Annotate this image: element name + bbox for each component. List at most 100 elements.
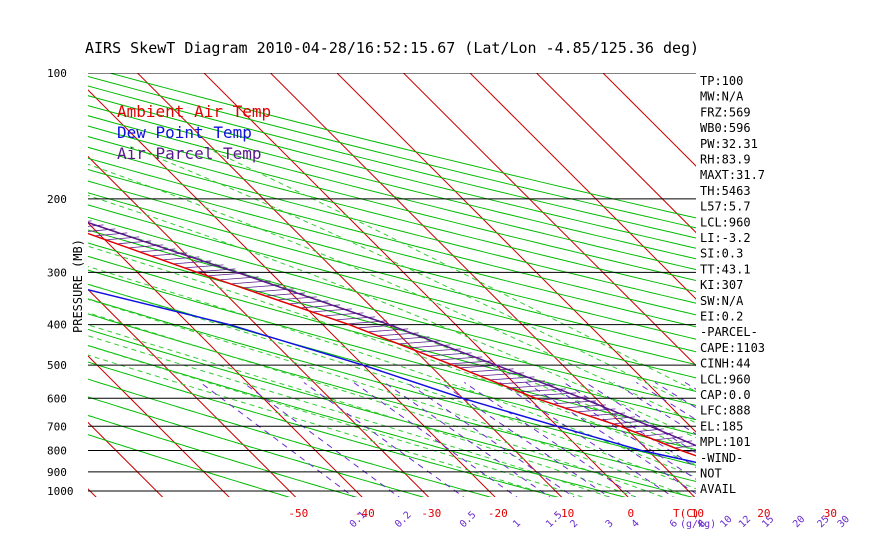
isotherm-line xyxy=(336,73,696,433)
y-tick-label: 500 xyxy=(47,359,67,372)
isotherm-line xyxy=(88,355,230,497)
isotherm-line xyxy=(88,488,97,497)
chart-title: AIRS SkewT Diagram 2010-04-28/16:52:15.6… xyxy=(85,39,699,57)
mixing-ratio-label: 40 xyxy=(868,514,870,530)
mixing-ratio-line xyxy=(303,382,465,497)
cape-hatch-line xyxy=(674,445,696,449)
isotherm-line xyxy=(535,73,696,234)
mixing-ratio-label: 0.2 xyxy=(393,510,414,531)
dry-adiabat-line xyxy=(88,298,696,466)
dry-adiabat-line xyxy=(88,125,696,282)
dry-adiabat-line xyxy=(88,216,696,379)
mixing-ratio-line xyxy=(525,382,696,495)
mixing-ratio-unit-label: (g/kg) xyxy=(680,519,716,530)
bottom-temp-tick-label: 20 xyxy=(757,507,770,520)
cape-hatch-line xyxy=(50,217,80,220)
dry-adiabat-line xyxy=(88,95,696,249)
isotherm-line xyxy=(88,421,164,497)
mixing-ratio-label: 2 xyxy=(568,518,580,530)
cape-hatch-line xyxy=(5,201,32,204)
cape-hatch-line xyxy=(27,209,56,212)
dry-adiabat-line xyxy=(88,146,696,304)
dry-adiabat-line xyxy=(88,378,492,497)
dry-adiabat-line xyxy=(88,313,696,483)
cape-hatch-line xyxy=(38,213,67,216)
isotherm-line xyxy=(402,73,696,367)
dry-adiabat-line xyxy=(88,192,696,353)
mixing-ratio-label: 20 xyxy=(791,514,807,530)
stat-item: FRZ:569 xyxy=(700,105,751,119)
mixing-ratio-line xyxy=(406,382,575,497)
y-tick-label: 700 xyxy=(47,420,67,433)
stat-item: LFC:888 xyxy=(700,404,751,418)
y-tick-label: 800 xyxy=(47,444,67,457)
dry-adiabat-line xyxy=(88,328,694,497)
dry-adiabat-line xyxy=(88,204,696,366)
dry-adiabat-line xyxy=(88,269,696,436)
dew-point-line xyxy=(88,288,696,464)
mixing-ratio-line xyxy=(464,382,637,497)
stat-item: RH:83.9 xyxy=(700,153,751,167)
dry-adiabat-line xyxy=(88,361,560,497)
moist-adiabat-line xyxy=(88,335,611,497)
y-tick-label: 900 xyxy=(47,466,67,479)
isotherm-line xyxy=(0,68,35,502)
bottom-temp-tick-label: -30 xyxy=(421,507,441,520)
dry-adiabat-line xyxy=(88,180,696,340)
stat-item: SI:0.3 xyxy=(700,247,743,261)
isotherm-line xyxy=(602,73,696,167)
stat-item: L57:5.7 xyxy=(700,200,751,214)
moist-adiabat-line xyxy=(203,146,696,393)
moist-adiabat-line xyxy=(88,245,696,466)
mixing-ratio-label: 1 xyxy=(511,518,523,530)
stat-item: CAP:0.0 xyxy=(700,388,751,402)
isotherm-line xyxy=(203,73,629,497)
y-tick-labels: 100 200 300 400 500 600 700 800 900 1000 xyxy=(47,67,74,498)
cape-hatch-line xyxy=(0,193,9,196)
dry-adiabat-line xyxy=(88,283,696,451)
dry-adiabat-line xyxy=(88,136,696,293)
dry-adiabat-line xyxy=(88,434,291,497)
cape-hatch-line xyxy=(0,197,20,200)
ambient-temp-line xyxy=(88,232,696,457)
mixing-ratio-line xyxy=(353,382,518,497)
stat-item: MPL:101 xyxy=(700,435,751,449)
moist-adiabat-line xyxy=(88,298,692,497)
bottom-temp-tick-label: 10 xyxy=(691,507,704,520)
isotherm-line xyxy=(88,155,430,497)
bottom-temp-tick-label: -20 xyxy=(488,507,508,520)
stat-item: CINH:44 xyxy=(700,357,751,371)
stat-item: AVAIL xyxy=(700,482,736,496)
stat-item: LCL:960 xyxy=(700,215,751,229)
bottom-temp-tick-label: -50 xyxy=(288,507,308,520)
legend: Ambient Air Temp Dew Point Temp Air Parc… xyxy=(117,102,271,163)
legend-parcel-temp: Air Parcel Temp xyxy=(117,144,262,163)
legend-dew-point: Dew Point Temp xyxy=(117,123,252,142)
stat-item: EL:185 xyxy=(700,419,743,433)
mixing-ratio-line xyxy=(499,382,675,497)
dry-adiabat-line xyxy=(88,396,425,497)
stat-item: LCL:960 xyxy=(700,372,751,386)
mixing-ratio-label: 3 xyxy=(604,518,616,530)
stat-item: TP:100 xyxy=(700,74,743,88)
stat-item: WB0:596 xyxy=(700,121,751,135)
dry-adiabat-line xyxy=(88,105,696,260)
isotherm-line xyxy=(88,222,363,497)
dry-adiabat-line xyxy=(88,169,696,328)
parcel-temp-line xyxy=(88,221,696,447)
mixing-ratio-label: 0.5 xyxy=(458,510,479,531)
moist-adiabat-line xyxy=(88,312,665,497)
mixing-ratio-line xyxy=(563,382,696,468)
stat-item: -WIND- xyxy=(700,451,743,465)
y-tick-label: 1000 xyxy=(47,485,74,498)
isotherm-line xyxy=(469,73,696,300)
stat-item: TH:5463 xyxy=(700,184,751,198)
dry-adiabat-line xyxy=(88,344,627,497)
stat-item: SW:N/A xyxy=(700,294,744,308)
mixing-ratio-line xyxy=(439,382,611,497)
cape-hatch-line xyxy=(16,205,44,208)
stat-item: MW:N/A xyxy=(700,90,744,104)
stat-item: TT:43.1 xyxy=(700,262,751,276)
mixing-ratio-line xyxy=(384,382,551,497)
stat-item: MAXT:31.7 xyxy=(700,168,765,182)
